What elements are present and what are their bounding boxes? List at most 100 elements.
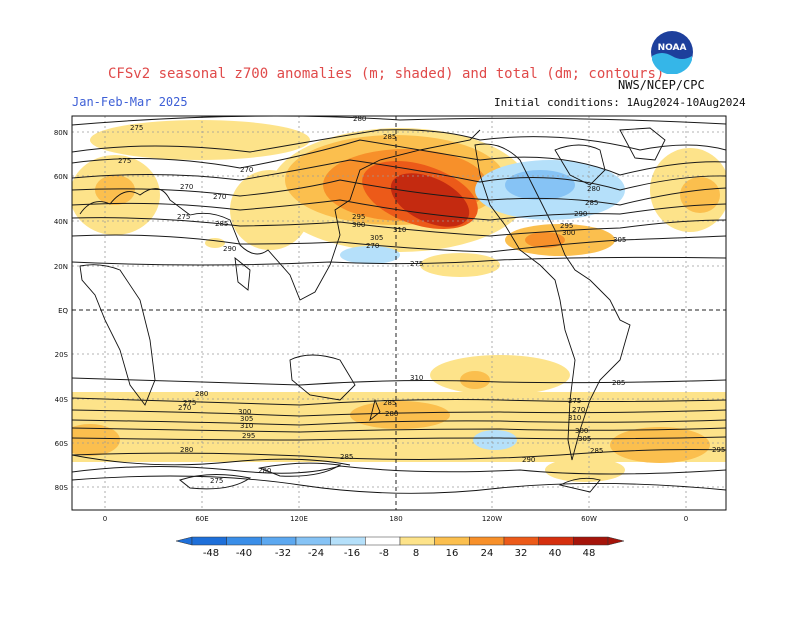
svg-text:270: 270 xyxy=(178,404,191,412)
contour-labels: 275 280 285 275 270 270 270 275 285 290 … xyxy=(118,115,725,485)
svg-text:275: 275 xyxy=(183,399,196,407)
svg-text:280: 280 xyxy=(353,115,366,123)
svg-text:40N: 40N xyxy=(54,218,68,226)
colorbar-arrow-left xyxy=(175,536,193,546)
svg-text:20S: 20S xyxy=(55,351,69,359)
svg-text:60W: 60W xyxy=(581,515,597,523)
svg-text:20N: 20N xyxy=(54,263,68,271)
svg-text:305: 305 xyxy=(240,415,253,423)
svg-text:270: 270 xyxy=(572,406,585,414)
svg-text:290: 290 xyxy=(574,210,587,218)
colorbar-cell xyxy=(538,536,574,546)
svg-text:305: 305 xyxy=(578,435,591,443)
colorbar-ticks: -48 -40 -32 -24 -16 -8 8 16 24 32 40 48 xyxy=(203,548,596,559)
svg-text:80N: 80N xyxy=(54,129,68,137)
svg-text:295: 295 xyxy=(352,213,365,221)
colorbar-cell xyxy=(261,536,297,546)
shade-positive xyxy=(390,173,470,227)
svg-text:280: 280 xyxy=(258,467,271,475)
svg-text:280: 280 xyxy=(587,185,600,193)
svg-text:275: 275 xyxy=(177,213,190,221)
svg-text:300: 300 xyxy=(575,427,588,435)
svg-text:275: 275 xyxy=(568,397,581,405)
svg-text:-24: -24 xyxy=(308,548,324,559)
svg-text:295: 295 xyxy=(712,446,725,454)
svg-text:120W: 120W xyxy=(482,515,502,523)
svg-text:310: 310 xyxy=(393,226,406,234)
svg-text:305: 305 xyxy=(370,234,383,242)
shade-positive xyxy=(610,427,710,463)
colorbar-cell xyxy=(573,536,609,546)
shade-negative xyxy=(340,246,400,264)
svg-text:285: 285 xyxy=(585,199,598,207)
svg-text:270: 270 xyxy=(213,193,226,201)
svg-text:60N: 60N xyxy=(54,173,68,181)
svg-text:300: 300 xyxy=(562,229,575,237)
colorbar-cells xyxy=(175,536,625,546)
svg-text:275: 275 xyxy=(410,260,423,268)
svg-text:275: 275 xyxy=(118,157,131,165)
svg-text:275: 275 xyxy=(130,124,143,132)
svg-text:310: 310 xyxy=(410,374,423,382)
svg-text:8: 8 xyxy=(413,548,419,559)
shade-positive xyxy=(525,232,565,248)
svg-text:40S: 40S xyxy=(55,396,69,404)
svg-text:80S: 80S xyxy=(55,484,69,492)
svg-text:180: 180 xyxy=(389,515,402,523)
svg-text:16: 16 xyxy=(446,548,459,559)
shade-positive xyxy=(545,458,625,482)
colorbar-cell xyxy=(503,536,539,546)
height-contours xyxy=(72,116,726,490)
svg-text:280: 280 xyxy=(180,446,193,454)
shade-positive xyxy=(680,177,720,213)
svg-text:285: 285 xyxy=(612,379,625,387)
graticule xyxy=(72,116,726,510)
svg-text:32: 32 xyxy=(515,548,528,559)
longitude-labels: 0 60E 120E 180 120W 60W 0 xyxy=(103,515,688,523)
svg-text:275: 275 xyxy=(210,477,223,485)
colorbar-cell xyxy=(399,536,435,546)
svg-text:48: 48 xyxy=(583,548,596,559)
colorbar-cell xyxy=(469,536,505,546)
svg-text:285: 285 xyxy=(340,453,353,461)
shade-positive xyxy=(90,120,310,160)
colorbar-cell xyxy=(365,536,401,546)
svg-text:280: 280 xyxy=(195,390,208,398)
svg-text:-32: -32 xyxy=(275,548,291,559)
svg-text:310: 310 xyxy=(568,414,581,422)
noaa-logo-icon: NOAA xyxy=(651,31,693,74)
svg-text:295: 295 xyxy=(242,432,255,440)
svg-text:-48: -48 xyxy=(203,548,219,559)
season-label: Jan-Feb-Mar 2025 xyxy=(72,95,188,109)
svg-text:120E: 120E xyxy=(290,515,308,523)
svg-text:270: 270 xyxy=(180,183,193,191)
shade-positive xyxy=(72,424,120,456)
svg-text:300: 300 xyxy=(352,221,365,229)
colorbar-cell xyxy=(434,536,470,546)
colorbar-cell xyxy=(295,536,331,546)
svg-text:0: 0 xyxy=(684,515,688,523)
svg-text:40: 40 xyxy=(549,548,562,559)
svg-text:-8: -8 xyxy=(379,548,389,559)
svg-text:290: 290 xyxy=(522,456,535,464)
svg-text:285: 285 xyxy=(215,220,228,228)
svg-text:270: 270 xyxy=(366,242,379,250)
colorbar-cell xyxy=(226,536,262,546)
map-frame xyxy=(71,115,727,511)
svg-text:300: 300 xyxy=(238,408,251,416)
svg-text:310: 310 xyxy=(240,422,253,430)
agency-label: NWS/NCEP/CPC xyxy=(618,78,705,92)
svg-text:305: 305 xyxy=(613,236,626,244)
svg-text:290: 290 xyxy=(223,245,236,253)
shade-positive xyxy=(420,253,500,277)
svg-text:NOAA: NOAA xyxy=(658,43,687,53)
reference-lines xyxy=(72,116,726,510)
colorbar-arrow-right xyxy=(607,536,625,546)
svg-text:-16: -16 xyxy=(344,548,360,559)
shade-positive xyxy=(460,371,490,389)
svg-text:285: 285 xyxy=(383,399,396,407)
svg-text:285: 285 xyxy=(590,447,603,455)
initial-conditions: Initial conditions: 1Aug2024-10Aug2024 xyxy=(494,96,746,109)
